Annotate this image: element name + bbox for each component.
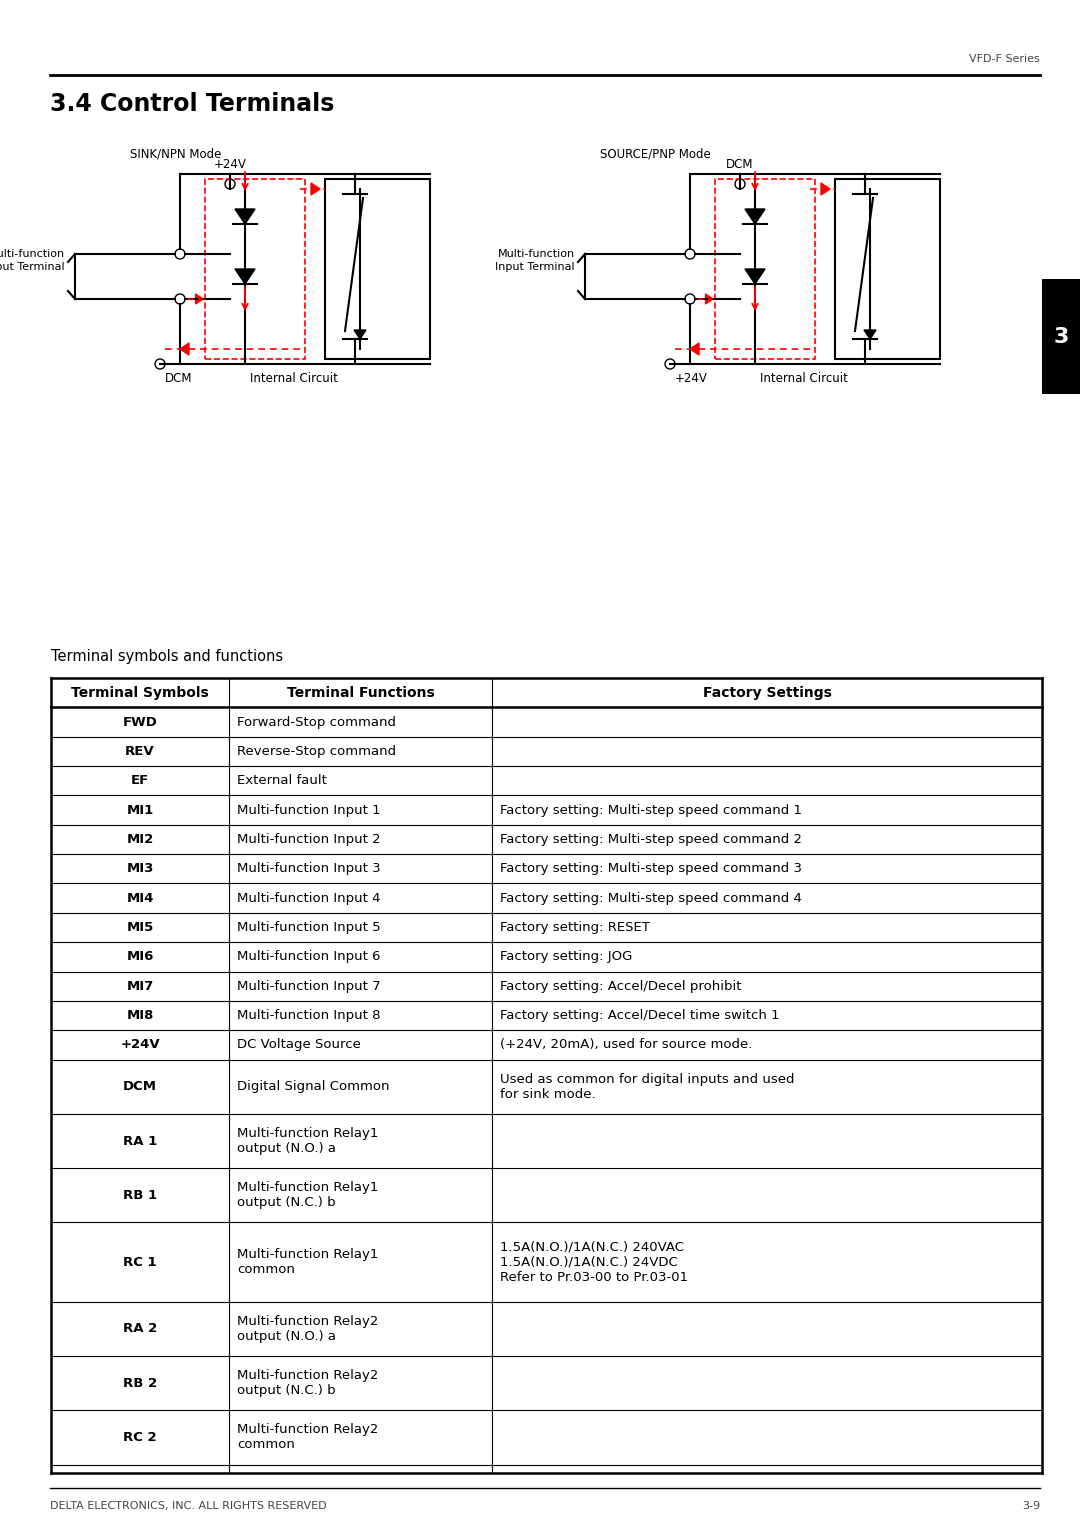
Text: Factory setting: Multi-step speed command 2: Factory setting: Multi-step speed comman… xyxy=(500,833,802,845)
Text: Factory setting: Multi-step speed command 3: Factory setting: Multi-step speed comman… xyxy=(500,862,802,876)
Text: 3-9: 3-9 xyxy=(1022,1500,1040,1511)
Polygon shape xyxy=(705,295,713,304)
Text: FWD: FWD xyxy=(122,715,158,729)
Text: Multi-function Relay1
common: Multi-function Relay1 common xyxy=(238,1249,379,1276)
Polygon shape xyxy=(354,330,366,339)
Text: DELTA ELECTRONICS, INC. ALL RIGHTS RESERVED: DELTA ELECTRONICS, INC. ALL RIGHTS RESER… xyxy=(50,1500,326,1511)
Bar xyxy=(205,179,305,359)
Text: Factory Settings: Factory Settings xyxy=(703,686,832,700)
Text: Factory setting: Multi-step speed command 4: Factory setting: Multi-step speed comman… xyxy=(500,891,801,905)
Text: Multi-function Relay2
common: Multi-function Relay2 common xyxy=(238,1424,379,1451)
Text: Multi-function Input 2: Multi-function Input 2 xyxy=(238,833,381,845)
Text: Used as common for digital inputs and used
for sink mode.: Used as common for digital inputs and us… xyxy=(500,1072,795,1101)
Text: REV: REV xyxy=(125,746,154,758)
Polygon shape xyxy=(195,295,203,304)
Text: Factory setting: Multi-step speed command 1: Factory setting: Multi-step speed comman… xyxy=(500,804,802,816)
Text: Forward-Stop command: Forward-Stop command xyxy=(238,715,396,729)
Bar xyxy=(1042,279,1080,394)
Text: Factory setting: JOG: Factory setting: JOG xyxy=(500,951,632,963)
Text: Multi-function Relay1
output (N.O.) a: Multi-function Relay1 output (N.O.) a xyxy=(238,1127,379,1155)
Bar xyxy=(835,179,940,359)
Text: 3: 3 xyxy=(1053,327,1069,347)
Text: Terminal Symbols: Terminal Symbols xyxy=(71,686,208,700)
Text: RB 1: RB 1 xyxy=(123,1189,157,1201)
Text: RC 2: RC 2 xyxy=(123,1431,157,1443)
Text: Terminal Functions: Terminal Functions xyxy=(286,686,434,700)
Bar xyxy=(715,179,815,359)
Text: +24V: +24V xyxy=(214,158,246,170)
Polygon shape xyxy=(180,344,189,354)
Bar xyxy=(325,179,430,359)
Text: MI4: MI4 xyxy=(126,891,153,905)
Text: EF: EF xyxy=(131,775,149,787)
Polygon shape xyxy=(745,209,765,224)
Text: RC 1: RC 1 xyxy=(123,1256,157,1269)
Text: (+24V, 20mA), used for source mode.: (+24V, 20mA), used for source mode. xyxy=(500,1039,753,1051)
Polygon shape xyxy=(864,330,876,339)
Text: MI1: MI1 xyxy=(126,804,153,816)
Polygon shape xyxy=(235,209,255,224)
Text: DCM: DCM xyxy=(123,1080,157,1094)
Text: Internal Circuit: Internal Circuit xyxy=(760,371,848,385)
Text: 3.4 Control Terminals: 3.4 Control Terminals xyxy=(50,92,335,117)
Text: RA 1: RA 1 xyxy=(123,1135,157,1147)
Polygon shape xyxy=(311,183,320,195)
Text: Multi-function Relay2
output (N.C.) b: Multi-function Relay2 output (N.C.) b xyxy=(238,1370,379,1397)
Text: MI6: MI6 xyxy=(126,951,153,963)
Polygon shape xyxy=(690,344,699,354)
Text: MI8: MI8 xyxy=(126,1009,153,1022)
Text: Multi-function Relay1
output (N.C.) b: Multi-function Relay1 output (N.C.) b xyxy=(238,1181,379,1209)
Text: Factory setting: Accel/Decel prohibit: Factory setting: Accel/Decel prohibit xyxy=(500,980,742,992)
Text: Terminal symbols and functions: Terminal symbols and functions xyxy=(51,649,283,664)
Polygon shape xyxy=(745,268,765,284)
Text: Multi-function: Multi-function xyxy=(0,249,65,259)
Text: Input Terminal: Input Terminal xyxy=(496,262,575,272)
Text: Reverse-Stop command: Reverse-Stop command xyxy=(238,746,396,758)
Text: MI5: MI5 xyxy=(126,920,153,934)
Polygon shape xyxy=(821,183,831,195)
Text: Multi-function Input 7: Multi-function Input 7 xyxy=(238,980,381,992)
Text: RB 2: RB 2 xyxy=(123,1376,157,1390)
Text: Multi-function Input 5: Multi-function Input 5 xyxy=(238,920,381,934)
Text: Multi-function Relay2
output (N.O.) a: Multi-function Relay2 output (N.O.) a xyxy=(238,1315,379,1342)
Text: +24V: +24V xyxy=(675,371,707,385)
Text: SOURCE/PNP Mode: SOURCE/PNP Mode xyxy=(600,147,711,161)
Text: DC Voltage Source: DC Voltage Source xyxy=(238,1039,361,1051)
Text: MI7: MI7 xyxy=(126,980,153,992)
Text: Input Terminal: Input Terminal xyxy=(0,262,65,272)
Text: Multi-function Input 8: Multi-function Input 8 xyxy=(238,1009,381,1022)
Text: Digital Signal Common: Digital Signal Common xyxy=(238,1080,390,1094)
Text: DCM: DCM xyxy=(726,158,754,170)
Text: VFD-F Series: VFD-F Series xyxy=(969,54,1040,64)
Text: Multi-function Input 4: Multi-function Input 4 xyxy=(238,891,381,905)
Text: Multi-function Input 6: Multi-function Input 6 xyxy=(238,951,381,963)
Text: 1.5A(N.O.)/1A(N.C.) 240VAC
1.5A(N.O.)/1A(N.C.) 24VDC
Refer to Pr.03-00 to Pr.03-: 1.5A(N.O.)/1A(N.C.) 240VAC 1.5A(N.O.)/1A… xyxy=(500,1241,688,1284)
Text: +24V: +24V xyxy=(120,1039,160,1051)
Text: MI3: MI3 xyxy=(126,862,153,876)
Text: External fault: External fault xyxy=(238,775,327,787)
Text: MI2: MI2 xyxy=(126,833,153,845)
Text: Multi-function Input 1: Multi-function Input 1 xyxy=(238,804,381,816)
Text: Multi-function Input 3: Multi-function Input 3 xyxy=(238,862,381,876)
Text: SINK/NPN Mode: SINK/NPN Mode xyxy=(130,147,221,161)
Text: Multi-function: Multi-function xyxy=(498,249,575,259)
Text: DCM: DCM xyxy=(165,371,192,385)
Text: Factory setting: Accel/Decel time switch 1: Factory setting: Accel/Decel time switch… xyxy=(500,1009,780,1022)
Text: Internal Circuit: Internal Circuit xyxy=(249,371,338,385)
Text: RA 2: RA 2 xyxy=(123,1322,157,1336)
Text: Factory setting: RESET: Factory setting: RESET xyxy=(500,920,650,934)
Polygon shape xyxy=(235,268,255,284)
